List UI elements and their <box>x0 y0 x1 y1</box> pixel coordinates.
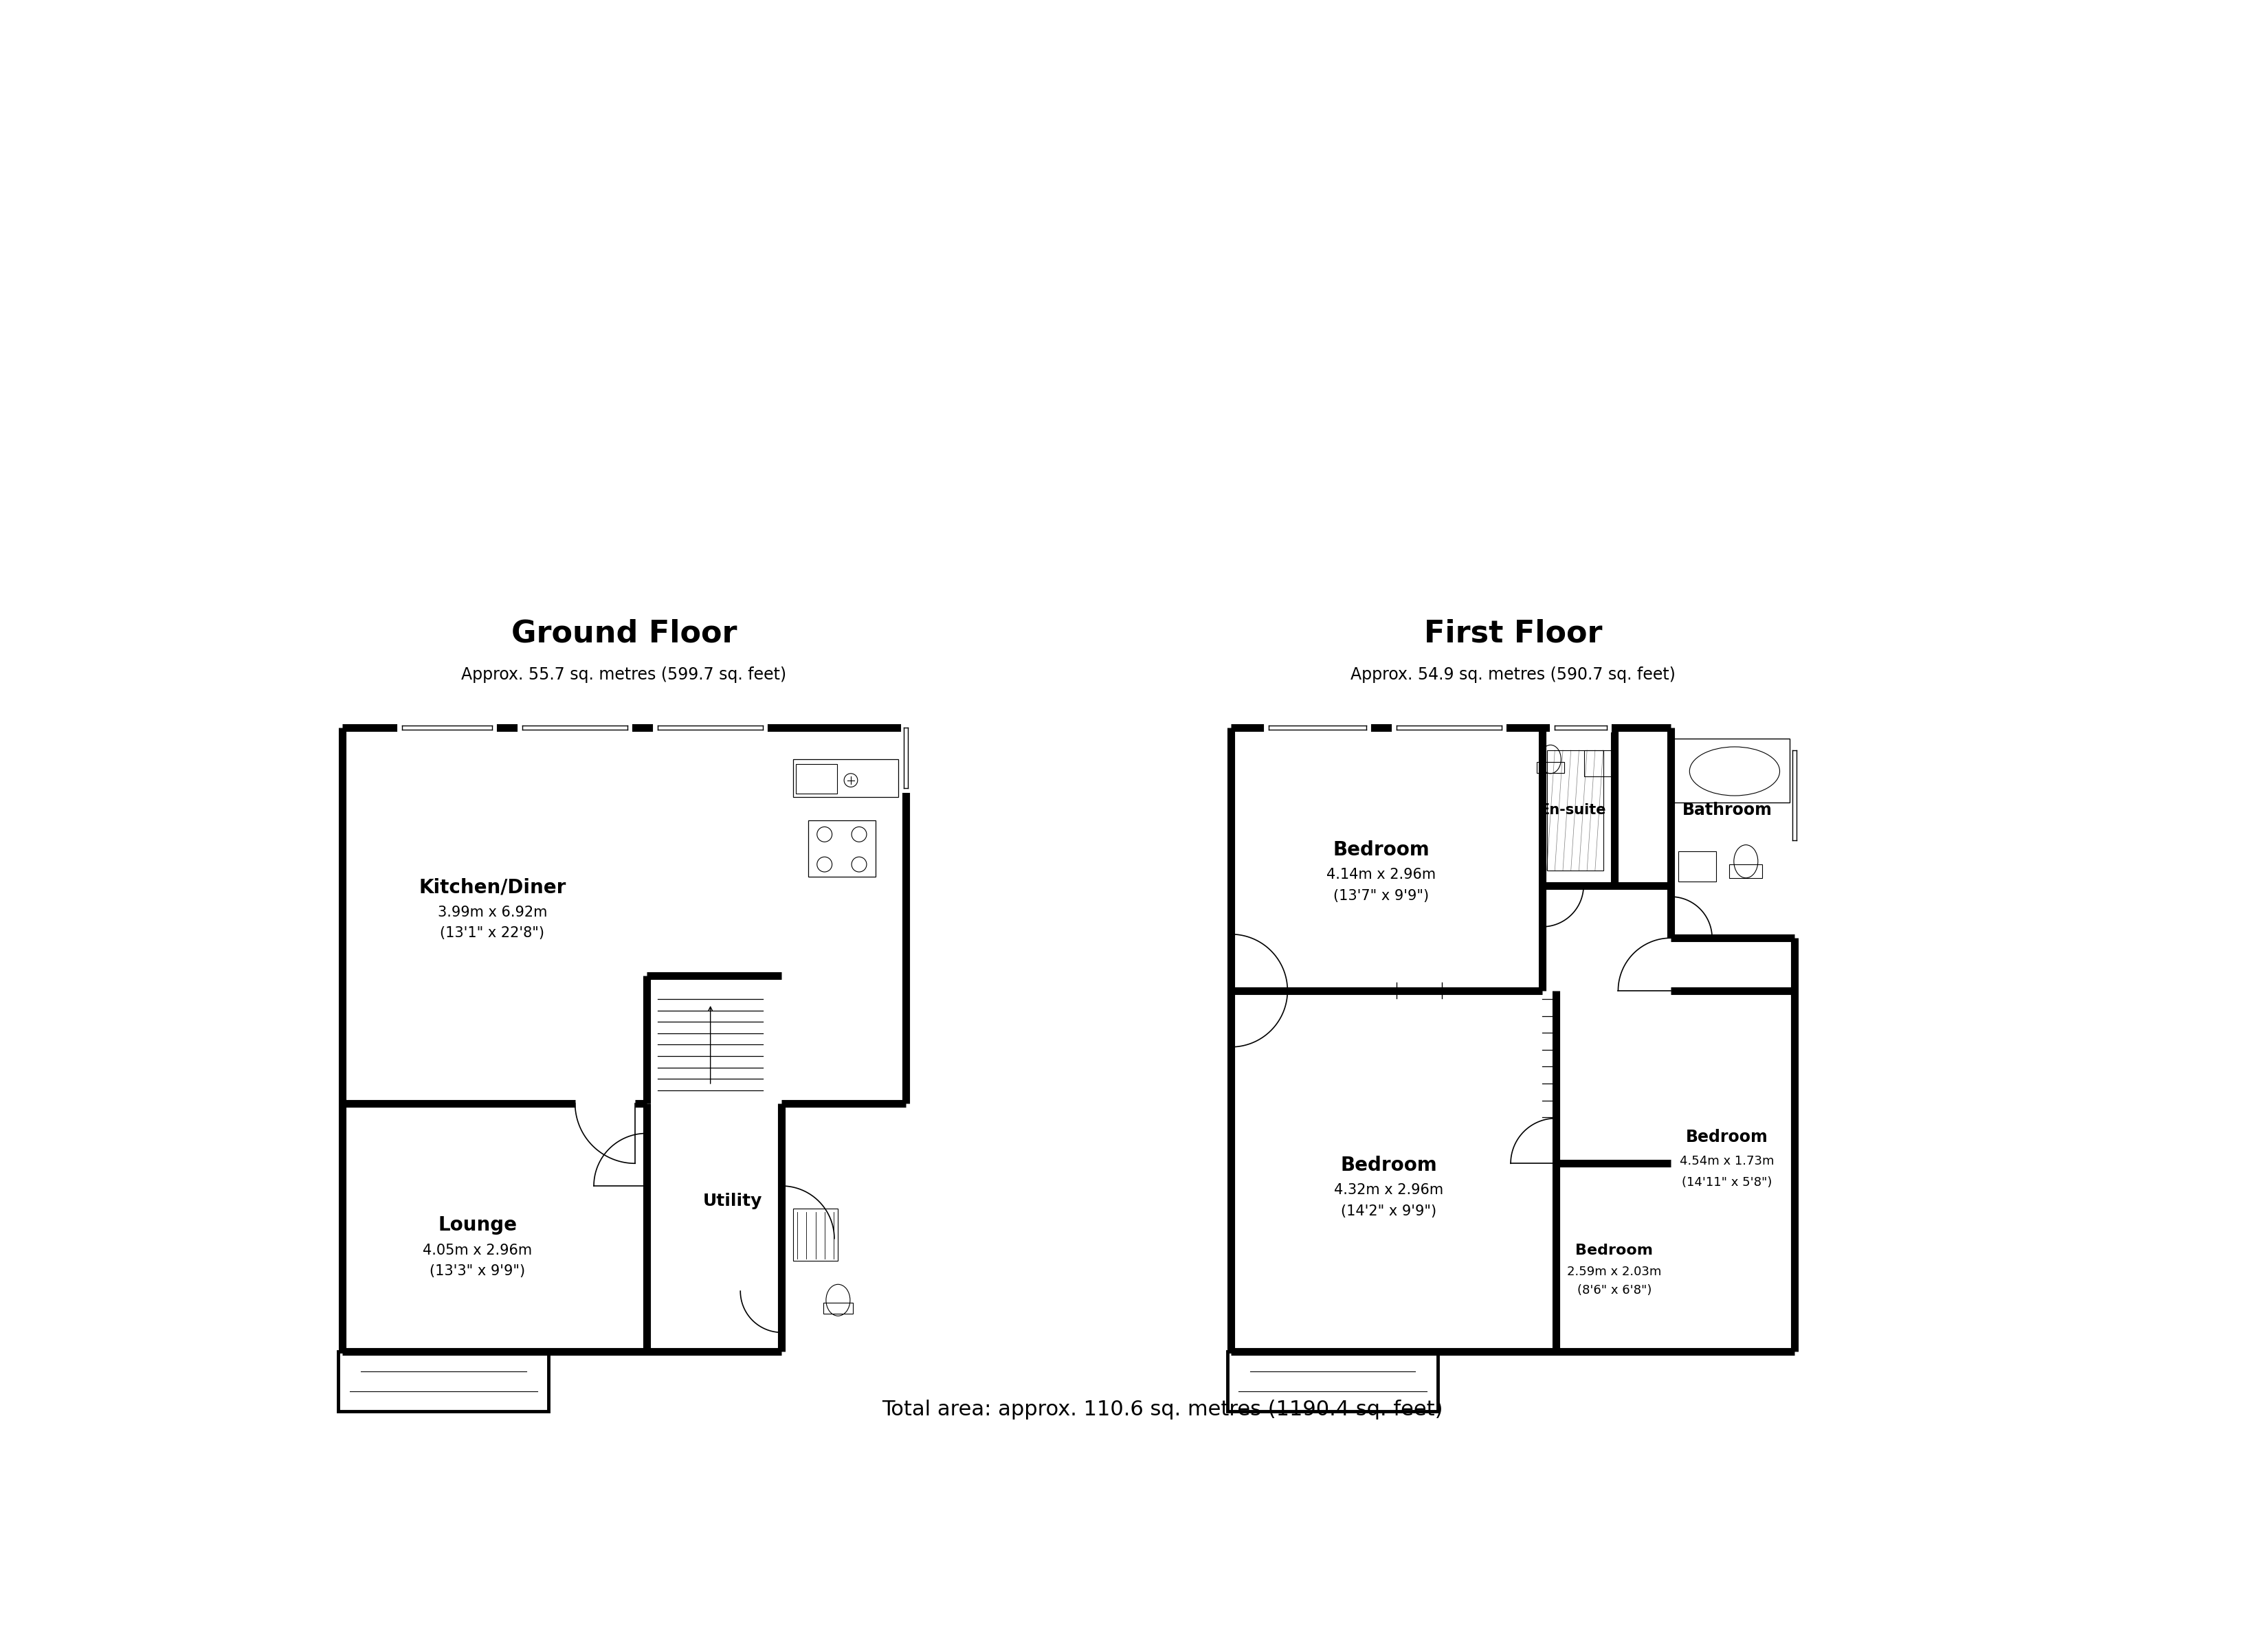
Bar <box>1674 739 1789 803</box>
Bar <box>1678 851 1717 882</box>
Text: Bathroom: Bathroom <box>1683 801 1771 818</box>
Bar <box>1585 750 1610 777</box>
Text: Bedroom: Bedroom <box>1685 1130 1769 1146</box>
Text: (8'6" x 6'8"): (8'6" x 6'8") <box>1576 1285 1651 1296</box>
Polygon shape <box>1232 727 1794 1351</box>
Text: (13'1" x 22'8"): (13'1" x 22'8") <box>440 927 544 940</box>
Bar <box>1547 750 1603 871</box>
Polygon shape <box>342 727 905 1351</box>
Bar <box>794 759 898 796</box>
Bar <box>1730 864 1762 877</box>
Text: Approx. 55.7 sq. metres (599.7 sq. feet): Approx. 55.7 sq. metres (599.7 sq. feet) <box>460 666 787 683</box>
Text: Bedroom: Bedroom <box>1576 1243 1653 1257</box>
Text: Utility: Utility <box>703 1192 762 1209</box>
Text: Bedroom: Bedroom <box>1334 839 1429 859</box>
Bar <box>794 1209 839 1261</box>
Text: 2.59m x 2.03m: 2.59m x 2.03m <box>1567 1265 1662 1278</box>
Text: (14'11" x 5'8"): (14'11" x 5'8") <box>1683 1176 1771 1189</box>
Text: 4.32m x 2.96m: 4.32m x 2.96m <box>1334 1184 1445 1197</box>
Text: En-suite: En-suite <box>1540 803 1606 818</box>
Bar <box>1227 1351 1438 1412</box>
Text: (13'3" x 9'9"): (13'3" x 9'9") <box>429 1265 526 1278</box>
Text: Total area: approx. 110.6 sq. metres (1190.4 sq. feet): Total area: approx. 110.6 sq. metres (11… <box>882 1400 1442 1420</box>
Bar <box>1538 762 1565 773</box>
Bar <box>823 1303 853 1314</box>
Text: Kitchen/Diner: Kitchen/Diner <box>420 877 567 897</box>
Text: 4.54m x 1.73m: 4.54m x 1.73m <box>1681 1154 1774 1167</box>
Text: Bedroom: Bedroom <box>1340 1156 1438 1174</box>
Text: Lounge: Lounge <box>438 1215 517 1235</box>
Text: 4.14m x 2.96m: 4.14m x 2.96m <box>1327 867 1436 882</box>
Text: 4.05m x 2.96m: 4.05m x 2.96m <box>422 1243 533 1257</box>
Bar <box>338 1351 549 1412</box>
Text: (14'2" x 9'9"): (14'2" x 9'9") <box>1340 1204 1436 1219</box>
Text: Ground Floor: Ground Floor <box>510 618 737 648</box>
Text: 3.99m x 6.92m: 3.99m x 6.92m <box>438 905 547 918</box>
Bar <box>807 820 875 876</box>
Bar <box>796 763 837 793</box>
Text: (13'7" x 9'9"): (13'7" x 9'9") <box>1334 889 1429 902</box>
Text: Approx. 54.9 sq. metres (590.7 sq. feet): Approx. 54.9 sq. metres (590.7 sq. feet) <box>1349 666 1676 683</box>
Text: First Floor: First Floor <box>1424 618 1601 648</box>
